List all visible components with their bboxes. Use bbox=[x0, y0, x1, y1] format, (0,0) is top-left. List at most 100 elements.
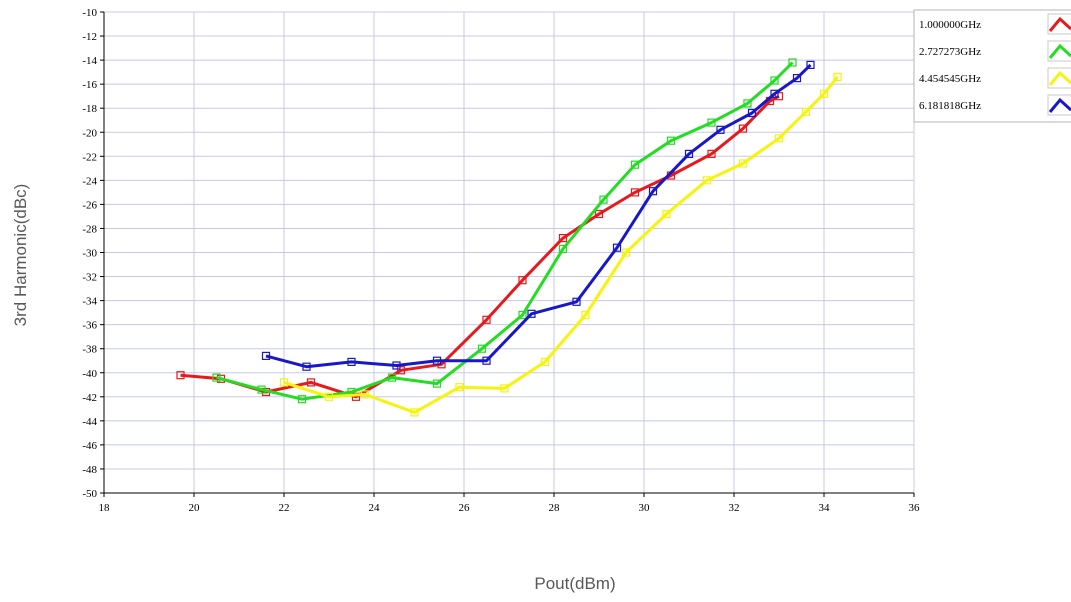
data-point-marker bbox=[581, 310, 590, 320]
data-point-marker bbox=[666, 136, 676, 145]
legend-label: 2.727273GHz bbox=[919, 46, 981, 58]
series-lines bbox=[176, 58, 842, 417]
data-point-marker bbox=[392, 361, 401, 370]
data-point-marker bbox=[648, 187, 658, 196]
y-tick-label: -48 bbox=[82, 464, 97, 476]
x-tick-label: 24 bbox=[369, 502, 381, 514]
data-point-marker bbox=[558, 244, 568, 253]
y-tick-label: -50 bbox=[82, 488, 97, 500]
y-tick-label: -18 bbox=[82, 103, 97, 115]
data-point-marker bbox=[716, 125, 725, 134]
data-point-marker bbox=[297, 395, 307, 404]
y-tick-label: -12 bbox=[82, 31, 97, 43]
y-tick-label: -10 bbox=[82, 7, 97, 19]
data-point-marker bbox=[432, 356, 442, 365]
legend-swatch-line bbox=[1048, 97, 1071, 113]
y-tick-label: -44 bbox=[82, 416, 97, 428]
data-point-marker bbox=[279, 378, 289, 387]
data-point-marker bbox=[774, 92, 784, 101]
data-point-marker bbox=[482, 356, 491, 365]
y-tick-label: -26 bbox=[82, 199, 97, 211]
legend-swatch-line bbox=[1048, 70, 1071, 86]
data-point-marker bbox=[351, 392, 361, 401]
y-tick-label: -14 bbox=[82, 55, 97, 67]
data-point-marker bbox=[540, 357, 550, 366]
x-tick-label: 32 bbox=[729, 502, 740, 514]
data-point-marker bbox=[662, 209, 671, 219]
data-point-marker bbox=[738, 159, 748, 168]
y-tick-label: -24 bbox=[82, 175, 97, 187]
y-tick-label: -32 bbox=[82, 272, 97, 284]
y-tick-label: -46 bbox=[82, 440, 97, 452]
y-tick-label: -40 bbox=[82, 368, 97, 380]
x-tick-label: 18 bbox=[99, 502, 111, 514]
legend-swatch-box bbox=[1047, 13, 1071, 35]
x-tick-label: 30 bbox=[639, 502, 651, 514]
legend-swatch-line bbox=[1048, 16, 1071, 32]
data-point-marker bbox=[770, 76, 779, 85]
data-point-marker bbox=[257, 385, 266, 394]
legend-swatch-box bbox=[1047, 67, 1071, 89]
data-point-marker bbox=[806, 60, 815, 70]
data-point-marker bbox=[599, 195, 608, 204]
data-point-marker bbox=[558, 234, 568, 243]
legend-swatch-box bbox=[1047, 40, 1071, 62]
data-point-marker bbox=[801, 107, 811, 116]
data-point-marker bbox=[594, 209, 604, 219]
data-point-marker bbox=[387, 373, 397, 382]
data-point-marker bbox=[684, 149, 694, 158]
legend-swatch-box bbox=[1047, 94, 1071, 116]
data-point-marker bbox=[261, 351, 271, 360]
data-point-marker bbox=[707, 149, 716, 158]
data-point-marker bbox=[774, 134, 784, 143]
y-tick-label: -30 bbox=[82, 248, 97, 260]
data-point-marker bbox=[477, 344, 487, 353]
legend-label: 4.454545GHz bbox=[919, 73, 981, 85]
data-point-marker bbox=[743, 99, 752, 108]
y-axis-title: 3rd Harmonic(dBc) bbox=[11, 184, 30, 327]
grid bbox=[103, 11, 915, 494]
x-tick-label: 22 bbox=[279, 502, 290, 514]
x-tick-label: 26 bbox=[459, 502, 471, 514]
data-point-marker bbox=[324, 392, 334, 401]
data-point-marker bbox=[770, 89, 779, 98]
data-point-marker bbox=[396, 366, 406, 375]
data-point-marker bbox=[572, 297, 581, 306]
data-point-marker bbox=[306, 378, 316, 387]
data-point-marker bbox=[518, 310, 527, 320]
data-point-marker bbox=[819, 89, 829, 98]
y-tick-label: -34 bbox=[82, 296, 97, 308]
data-point-marker bbox=[360, 390, 370, 399]
axes: -10 -12 -14 -16 -18 -20 -22 -24 -26 -28 -30 -32 -34 -… bbox=[82, 7, 920, 514]
data-point-marker bbox=[482, 315, 491, 324]
data-point-marker bbox=[707, 118, 716, 127]
legend-swatch-line bbox=[1048, 43, 1071, 59]
data-point-marker bbox=[500, 384, 509, 393]
x-axis-title: Pout(dBm) bbox=[534, 574, 615, 593]
data-point-marker bbox=[738, 124, 748, 133]
data-point-marker bbox=[527, 309, 536, 318]
y-tick-label: -36 bbox=[82, 320, 97, 332]
data-point-marker bbox=[702, 176, 712, 185]
data-point-marker bbox=[833, 72, 842, 82]
data-point-marker bbox=[432, 379, 442, 388]
y-tick-label: -16 bbox=[82, 79, 97, 91]
legend: 1.000000GHz 2.727273GHz 4.454545GHz 6.18181… bbox=[913, 9, 1071, 123]
x-tick-label: 20 bbox=[189, 502, 201, 514]
x-tick-label: 34 bbox=[819, 502, 831, 514]
y-tick-label: -22 bbox=[82, 151, 97, 163]
data-point-marker bbox=[212, 373, 221, 382]
x-tick-label: 28 bbox=[549, 502, 561, 514]
data-point-marker bbox=[612, 243, 622, 252]
y-tick-label: -42 bbox=[82, 392, 97, 404]
x-tick-label: 36 bbox=[909, 502, 921, 514]
data-point-marker bbox=[792, 73, 802, 83]
data-point-marker bbox=[176, 371, 185, 380]
y-tick-label: -20 bbox=[82, 127, 97, 139]
y-tick-label: -28 bbox=[82, 223, 97, 235]
data-point-marker bbox=[518, 276, 527, 285]
data-point-marker bbox=[630, 160, 640, 169]
data-point-marker bbox=[630, 188, 640, 197]
legend-label: 6.181818GHz bbox=[919, 100, 981, 112]
